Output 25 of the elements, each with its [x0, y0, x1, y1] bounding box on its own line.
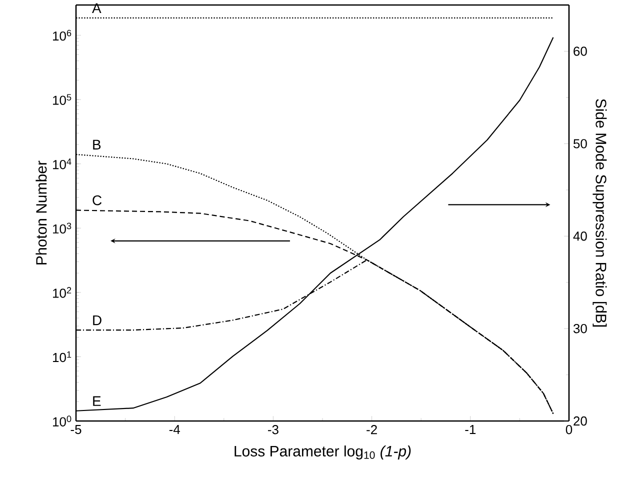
y2-tick-label: 20 [574, 416, 587, 426]
y-tick-label: 10$^{5}$ [53, 94, 72, 105]
series-label: E [93, 396, 101, 406]
y2-tick-label: 40 [573, 232, 587, 241]
y2-tick-label: 60 [574, 46, 587, 56]
series-label: B [93, 140, 101, 150]
x-tick-label: 0 [566, 424, 572, 434]
x-tick-label: -2 [366, 424, 377, 434]
y-tick-label: 10$^{4}$ [53, 158, 72, 170]
y2-tick-label: 30 [573, 324, 587, 334]
series-label: D [93, 315, 102, 326]
x-tick-label: -4 [169, 424, 180, 434]
y-tick-label: 10$^{2}$ [53, 287, 72, 298]
y-tick-label: 10$^{1}$ [53, 351, 72, 362]
y-tick-label: 10$^{3}$ [53, 222, 72, 234]
x-axis-title: Loss Parameter log$_{10}$ (1-p) [234, 445, 411, 460]
x-tick-label: -5 [70, 424, 82, 434]
series-label: C [92, 195, 102, 206]
y2-axis-title: Side Mode Suppression Ratio [dB] [592, 99, 607, 327]
y-axis-title: Photon Number [36, 160, 47, 264]
x-tick-label: -1 [465, 424, 476, 434]
y-tick-label: 10$^{0}$ [53, 416, 72, 426]
y-tick-label: 10$^{6}$ [53, 30, 72, 41]
x-tick-label: -3 [268, 424, 278, 434]
y2-tick-label: 50 [573, 139, 587, 148]
